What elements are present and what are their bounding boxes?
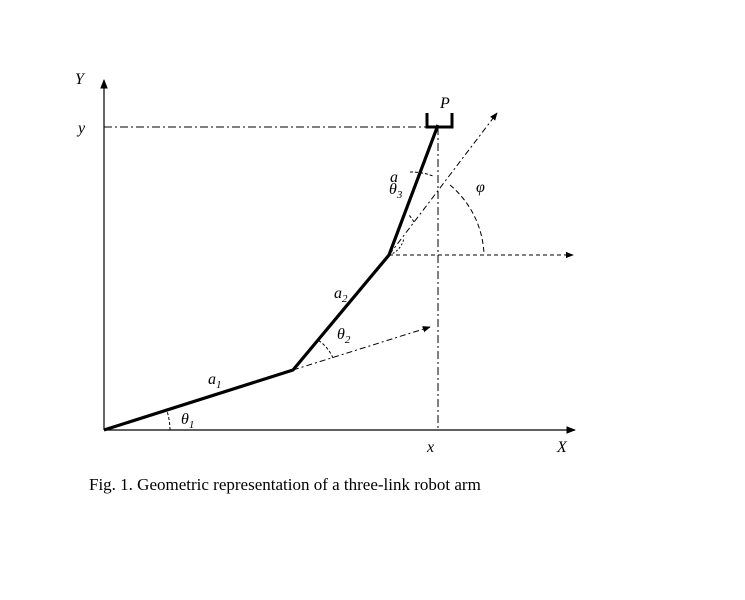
phi-arc bbox=[449, 184, 485, 256]
x-coord-label: x bbox=[426, 439, 434, 456]
link-name: a bbox=[208, 371, 216, 388]
link-sub: 1 bbox=[216, 379, 222, 391]
theta1-arc bbox=[166, 410, 171, 431]
link2-extension bbox=[388, 112, 498, 256]
link1-extension bbox=[292, 326, 431, 371]
y-axis-label: Y bbox=[75, 71, 86, 88]
angle-sub: 2 bbox=[345, 334, 351, 346]
angle-label: φ bbox=[476, 179, 485, 196]
theta2-arc bbox=[317, 339, 334, 359]
end-effector-label: P bbox=[439, 95, 450, 112]
angle-sub: 1 bbox=[189, 419, 195, 431]
link-name: a bbox=[334, 285, 342, 302]
caption: Fig. 1. Geometric representation of a th… bbox=[89, 475, 481, 494]
angle-label: θ1 bbox=[181, 411, 194, 431]
link-name: a bbox=[390, 169, 398, 186]
robot-arm bbox=[103, 124, 440, 432]
link-label: a2 bbox=[334, 285, 348, 305]
angle-name: φ bbox=[476, 179, 485, 196]
angle-sub: 3 bbox=[396, 189, 403, 201]
link-label: a1 bbox=[208, 371, 222, 391]
gripper bbox=[425, 113, 454, 129]
angle-name: θ bbox=[337, 326, 345, 343]
theta3-arc bbox=[407, 213, 415, 223]
angle-name: θ bbox=[389, 181, 397, 198]
angle-name: θ bbox=[181, 411, 189, 428]
link-label: a bbox=[390, 169, 398, 186]
angle-label: θ2 bbox=[337, 326, 351, 346]
y-coord-label: y bbox=[76, 120, 86, 137]
angle-label: θ3 bbox=[389, 181, 403, 201]
theta3-arc-outer bbox=[409, 171, 434, 177]
x-axis-label: X bbox=[556, 439, 568, 456]
link-sub: 2 bbox=[342, 293, 348, 305]
